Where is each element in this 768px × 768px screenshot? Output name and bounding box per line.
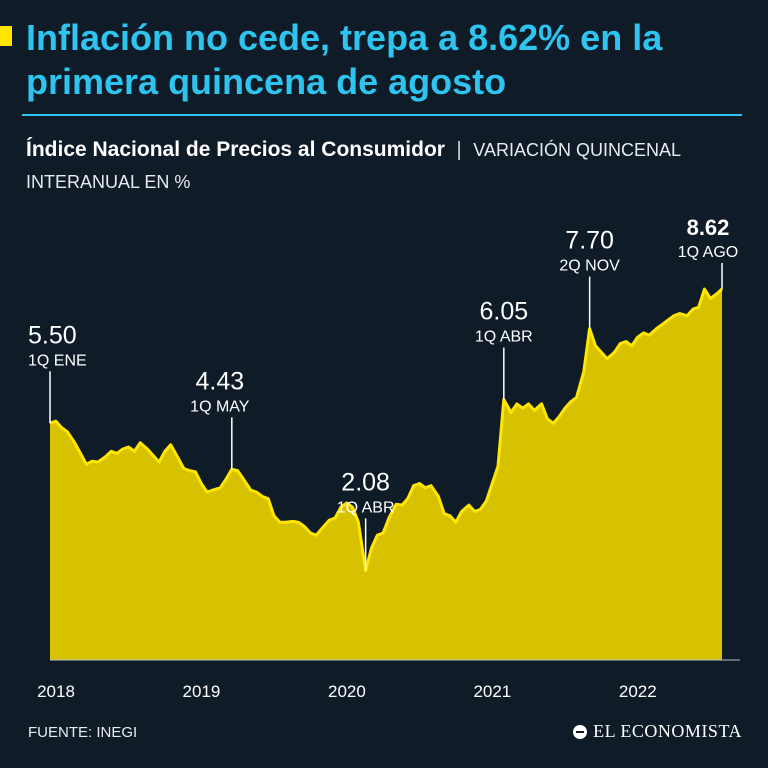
annotation-value: 7.70	[565, 227, 614, 255]
source-note: FUENTE: INEGI	[28, 724, 138, 741]
x-tick-label: 2018	[37, 682, 75, 701]
title-rule	[22, 114, 742, 116]
x-tick-label: 2022	[619, 682, 657, 701]
annotation-period: 1Q ABR	[475, 329, 533, 346]
x-tick-label: 2021	[473, 682, 511, 701]
x-tick-label: 2019	[183, 682, 221, 701]
annotation-period: 2Q NOV	[559, 258, 620, 275]
annotation-value: 5.50	[28, 321, 77, 349]
series-line	[49, 287, 724, 572]
annotation-value: 4.43	[195, 367, 244, 395]
annotation-period: 1Q MAY	[190, 398, 250, 415]
publisher-name: EL ECONOMISTA	[593, 721, 742, 741]
subtitle-separator: |	[456, 139, 462, 161]
series-area	[50, 289, 722, 660]
annotation-period: 1Q AGO	[678, 244, 738, 261]
subtitle-detail: VARIACIÓN QUINCENAL INTERANUAL EN %	[26, 140, 681, 192]
chart-subtitle: Índice Nacional de Precios al Consumidor…	[26, 134, 726, 198]
subtitle-main: Índice Nacional de Precios al Consumidor	[26, 138, 445, 161]
annotation-value: 2.08	[341, 468, 390, 496]
annotation-period: 1Q ABR	[337, 499, 395, 516]
annotation-period: 1Q ENE	[28, 352, 87, 369]
title-accent-bar	[0, 26, 12, 46]
x-tick-label: 2020	[328, 682, 366, 701]
publisher-logo: EL ECONOMISTA	[573, 721, 742, 742]
logo-icon	[573, 724, 588, 739]
annotation-value: 6.05	[479, 298, 528, 326]
headline: Inflación no cede, trepa a 8.62% en la p…	[26, 17, 663, 102]
annotation-value: 8.62	[687, 215, 730, 240]
